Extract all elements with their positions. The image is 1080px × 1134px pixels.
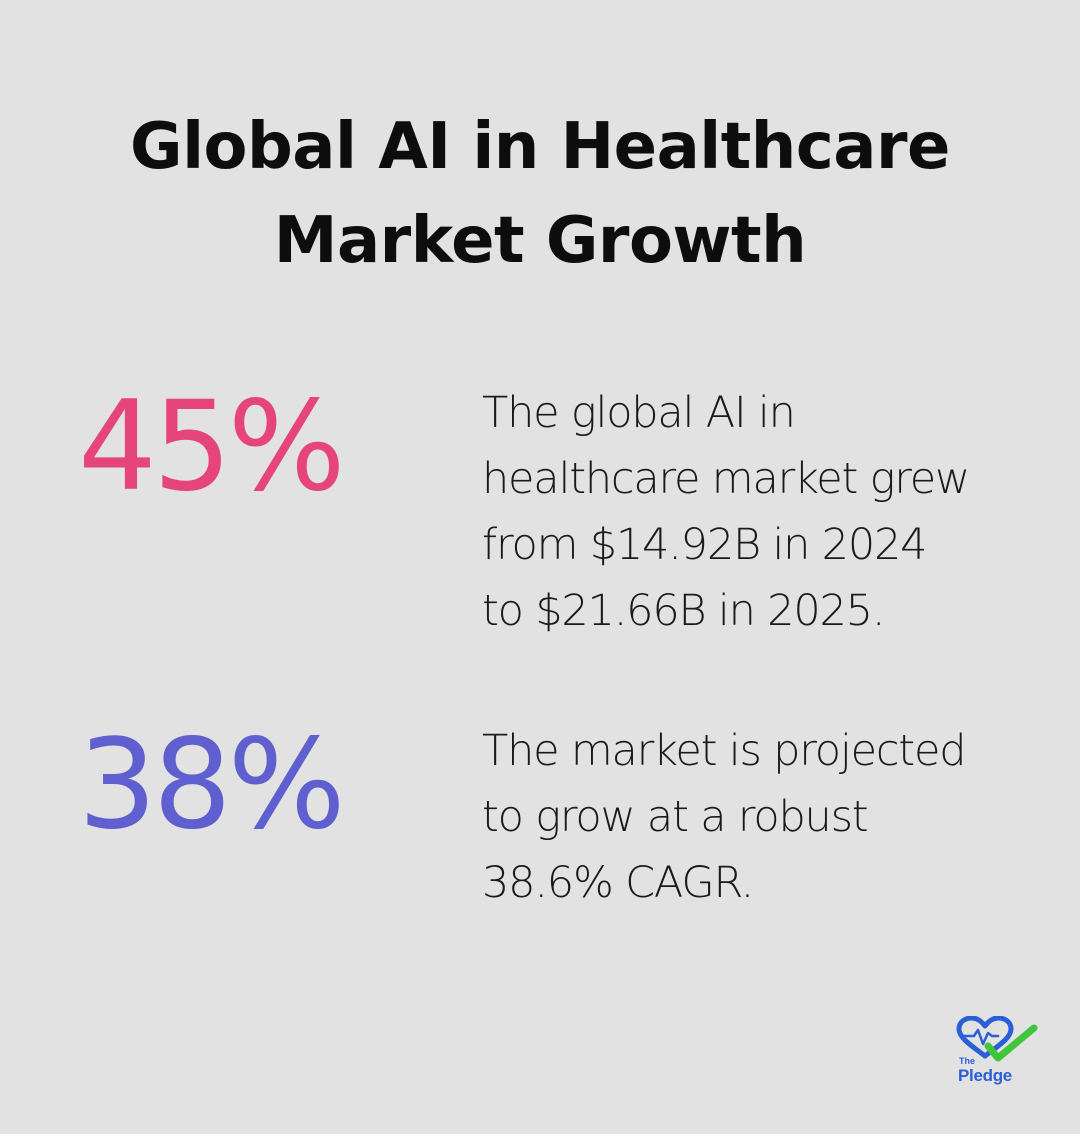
page-title: Global AI in Healthcare Market Growth [0, 100, 1080, 288]
stat-description-line: The global AI in [482, 388, 796, 438]
stat-description-line: The market is projected [482, 726, 967, 776]
stat-value: 38% [78, 713, 346, 857]
pledge-logo: The Pledge [954, 1016, 1044, 1092]
stat-block-cagr: 38% The market is projected to grow at a… [78, 710, 1078, 970]
stat-description: The global AI in healthcare market grew … [482, 380, 1042, 644]
stat-description-line: healthcare market grew [482, 454, 970, 504]
heart-pulse-check-icon [956, 1016, 1038, 1062]
stat-description: The market is projected to grow at a rob… [482, 718, 1042, 916]
stat-description-line: to $21.66B in 2025. [482, 586, 885, 636]
stat-description-line: 38.6% CAGR. [482, 858, 754, 908]
stat-description-line: from $14.92B in 2024 [482, 520, 928, 570]
stat-value: 45% [78, 375, 346, 519]
logo-wordmark: Pledge [958, 1066, 1012, 1085]
title-line-2: Market Growth [273, 204, 807, 278]
title-line-1: Global AI in Healthcare [130, 110, 950, 184]
stat-description-line: to grow at a robust [482, 792, 869, 842]
logo-small-text: The [959, 1056, 976, 1066]
stat-block-market-growth: 45% The global AI in healthcare market g… [78, 372, 1078, 636]
